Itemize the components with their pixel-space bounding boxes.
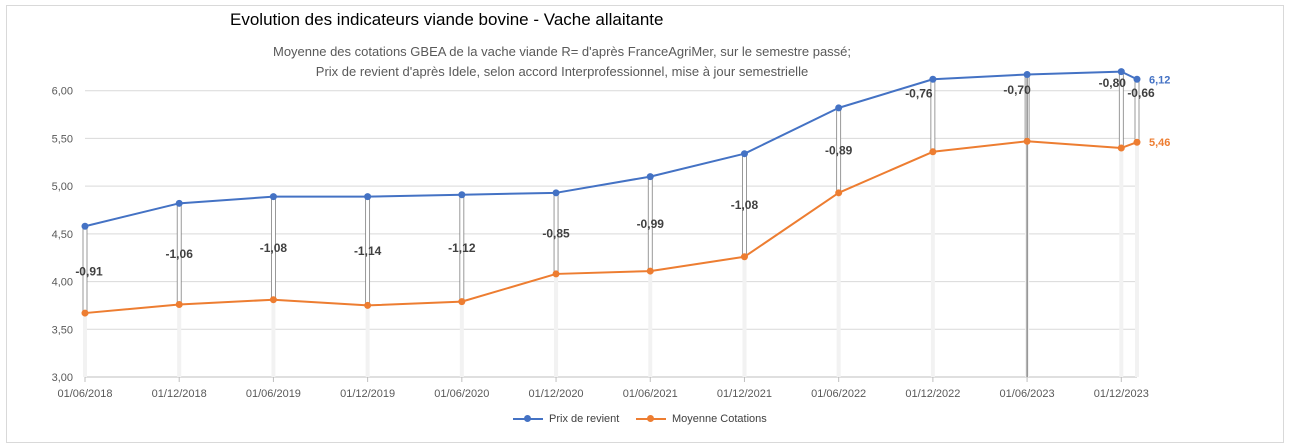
legend-label-prix-de-revient: Prix de revient: [549, 413, 620, 425]
legend-swatch-moyenne-cotations: [636, 415, 666, 422]
data-point-moyenne-cotations: [458, 298, 466, 306]
y-tick-label: 3,00: [52, 372, 73, 384]
data-point-prix-de-revient: [1117, 68, 1125, 76]
difference-label: -0,99: [637, 217, 665, 231]
y-tick-label: 6,00: [52, 86, 73, 98]
data-point-moyenne-cotations: [1117, 144, 1125, 152]
difference-drop-shadow: [554, 192, 559, 377]
x-tick-label: 01/12/2019: [340, 388, 395, 400]
data-point-prix-de-revient: [175, 199, 183, 207]
x-tick-label: 01/12/2021: [717, 388, 772, 400]
series-line-moyenne-cotations: [84, 140, 1138, 315]
end-value-label-prix-de-revient: 6,12: [1149, 74, 1170, 86]
difference-label: -0,70: [1003, 83, 1031, 97]
difference-label: -0,80: [1099, 76, 1127, 90]
x-tick-label: 01/06/2023: [1000, 388, 1055, 400]
series-line-prix-de-revient: [84, 70, 1138, 228]
data-point-prix-de-revient: [1023, 70, 1031, 78]
x-tick-label: 01/12/2020: [529, 388, 584, 400]
chart-frame: [6, 5, 1284, 443]
difference-label: -1,08: [731, 198, 759, 212]
legend-item-prix-de-revient: Prix de revient: [513, 413, 619, 425]
difference-label: -0,91: [75, 265, 103, 279]
difference-label: -0,89: [825, 143, 853, 157]
data-point-prix-de-revient: [835, 104, 843, 112]
difference-drop-shadow: [1119, 71, 1124, 377]
x-tick-label: 01/12/2023: [1094, 388, 1149, 400]
data-point-moyenne-cotations: [175, 300, 183, 308]
data-point-prix-de-revient: [269, 193, 277, 201]
y-tick-label: 5,50: [52, 133, 73, 145]
data-point-prix-de-revient: [1133, 75, 1141, 83]
difference-label: -1,06: [166, 247, 194, 261]
data-point-prix-de-revient: [364, 193, 372, 201]
chart-subtitle-line-1: Moyenne des cotations GBEA de la vache v…: [272, 44, 852, 59]
data-point-prix-de-revient: [458, 191, 466, 199]
legend-swatch-prix-de-revient: [513, 415, 543, 422]
difference-label: -0,76: [905, 87, 933, 101]
chart-title: Evolution des indicateurs viande bovine …: [230, 10, 664, 29]
x-tick-label: 01/06/2021: [623, 388, 678, 400]
legend-item-moyenne-cotations: Moyenne Cotations: [636, 413, 767, 425]
x-tick-label: 01/06/2022: [811, 388, 866, 400]
difference-drop-shadow: [930, 79, 935, 378]
x-tick-label: 01/06/2020: [434, 388, 489, 400]
data-point-moyenne-cotations: [81, 309, 89, 317]
x-tick-label: 01/12/2018: [152, 388, 207, 400]
y-tick-label: 4,50: [52, 229, 73, 241]
difference-drop-shadow: [648, 176, 653, 377]
data-point-moyenne-cotations: [1133, 138, 1141, 146]
x-tick-label: 01/06/2018: [57, 388, 112, 400]
legend-label-moyenne-cotations: Moyenne Cotations: [672, 413, 767, 425]
chart-subtitle-line-2: Prix de revient d'après Idele, selon acc…: [315, 64, 809, 79]
y-tick-label: 5,00: [52, 181, 73, 193]
difference-label: -1,14: [354, 244, 382, 258]
data-point-moyenne-cotations: [552, 270, 560, 278]
y-tick-label: 3,50: [52, 324, 73, 336]
difference-drop-shadow: [742, 153, 747, 377]
difference-drop-shadow: [836, 107, 841, 378]
data-point-prix-de-revient: [929, 75, 937, 83]
data-point-prix-de-revient: [552, 189, 560, 197]
data-point-prix-de-revient: [740, 150, 748, 158]
data-point-moyenne-cotations: [1023, 137, 1031, 145]
difference-label: -0,85: [542, 226, 570, 240]
data-point-moyenne-cotations: [646, 267, 654, 275]
data-point-moyenne-cotations: [269, 296, 277, 304]
end-value-label-moyenne-cotations: 5,46: [1149, 137, 1170, 149]
data-point-prix-de-revient: [81, 222, 89, 230]
chart-legend: Prix de revient Moyenne Cotations: [0, 413, 1290, 429]
x-tick-label: 01/12/2022: [905, 388, 960, 400]
data-point-moyenne-cotations: [929, 148, 937, 156]
x-tick-label: 01/06/2019: [246, 388, 301, 400]
difference-label: -1,12: [448, 241, 476, 255]
data-point-moyenne-cotations: [835, 189, 843, 197]
difference-label: -1,08: [260, 241, 288, 255]
data-point-prix-de-revient: [646, 173, 654, 181]
difference-drop-shadow: [1135, 79, 1139, 378]
data-point-moyenne-cotations: [740, 253, 748, 261]
data-point-moyenne-cotations: [364, 301, 372, 309]
difference-label: -0,66: [1127, 86, 1155, 100]
y-tick-label: 4,00: [52, 277, 73, 289]
